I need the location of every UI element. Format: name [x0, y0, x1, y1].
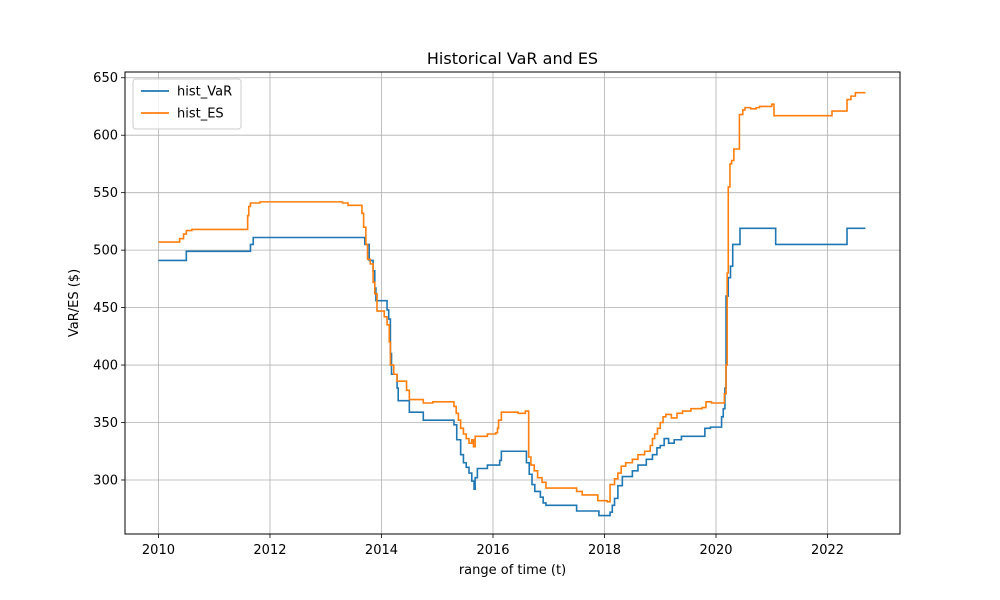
y-tick-label: 300 — [93, 473, 118, 488]
x-tick-label: 2014 — [365, 543, 398, 558]
plot-frame — [124, 71, 901, 535]
y-tick-label: 450 — [93, 301, 118, 316]
grid — [125, 72, 900, 534]
y-tick-label: 500 — [93, 244, 118, 259]
x-tick-label: 2018 — [588, 543, 621, 558]
y-tick-label: 350 — [93, 416, 118, 431]
x-tick-label: 2022 — [811, 543, 844, 558]
series-lines — [158, 91, 866, 517]
x-tick-label: 2012 — [253, 543, 286, 558]
x-tick-label: 2020 — [699, 543, 732, 558]
ticks: 2010 2012 2014 2016 2018 2020 2022 300 350 400 450… — [93, 71, 844, 558]
legend: hist_VaR hist_ES — [132, 78, 242, 130]
x-axis-label: range of time (t) — [459, 563, 566, 578]
x-tick-label: 2010 — [142, 543, 175, 558]
chart-title: Historical VaR and ES — [427, 49, 598, 68]
legend-label: hist_VaR — [177, 85, 232, 100]
y-axis-label: VaR/ES ($) — [67, 269, 82, 337]
y-tick-label: 550 — [93, 186, 118, 201]
y-tick-label: 400 — [93, 359, 118, 374]
y-tick-label: 650 — [93, 71, 118, 86]
y-tick-label: 600 — [93, 129, 118, 144]
x-tick-label: 2016 — [476, 543, 509, 558]
series-line-hist_ES — [158, 91, 866, 503]
legend-label: hist_ES — [177, 107, 224, 122]
